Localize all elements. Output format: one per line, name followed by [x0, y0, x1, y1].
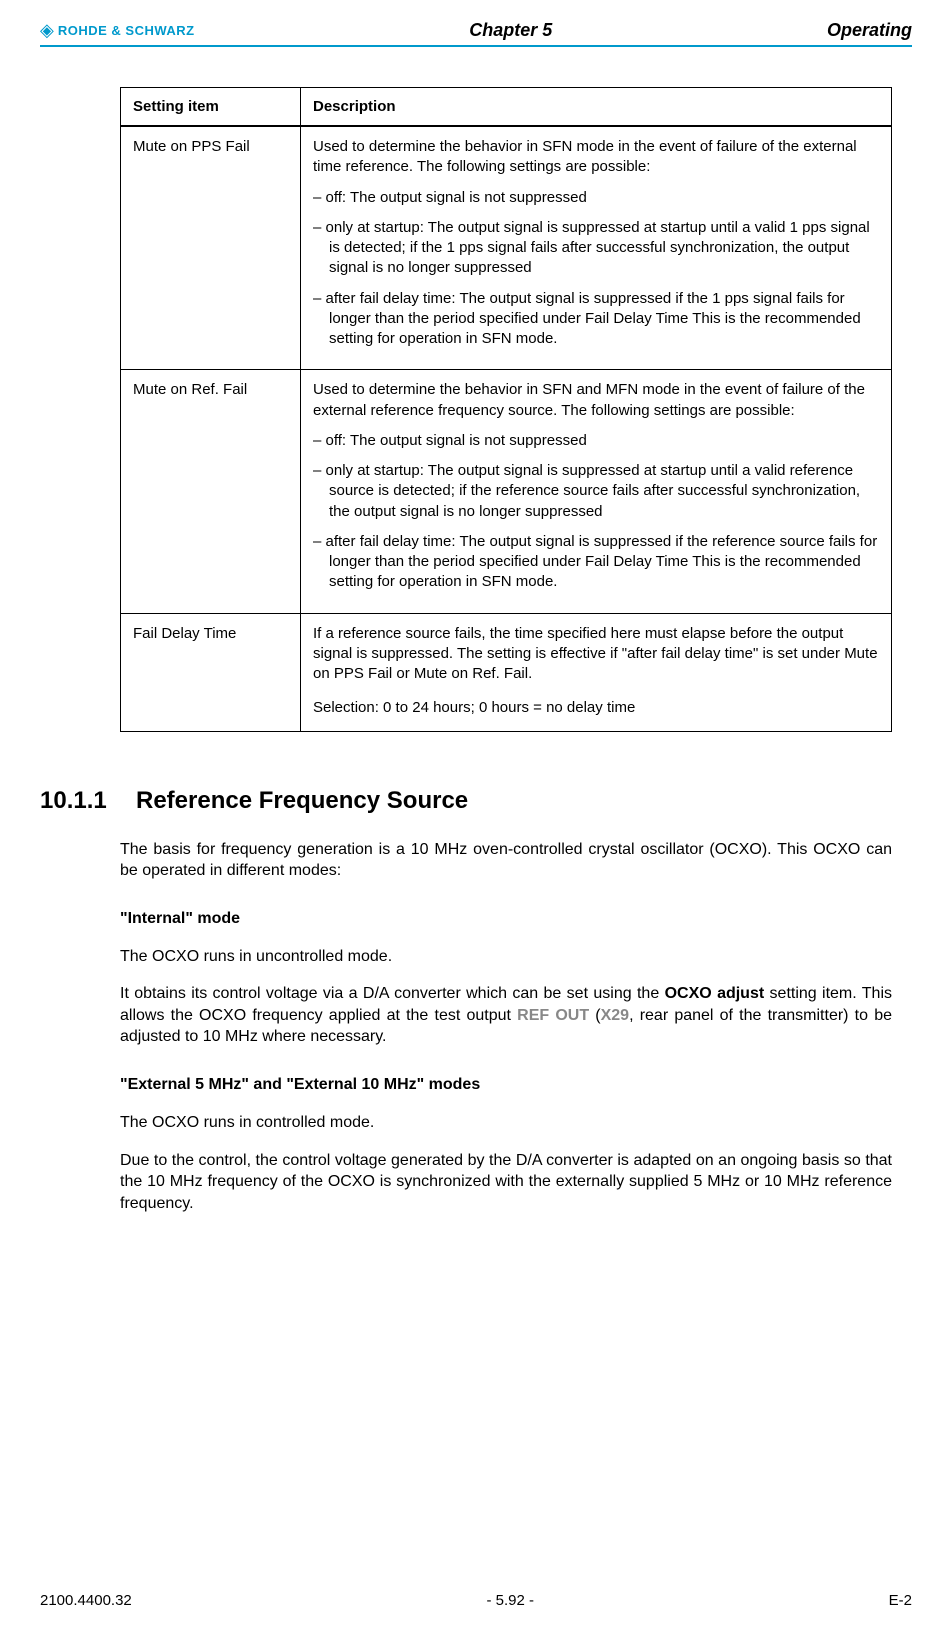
x29-label: X29 — [601, 1007, 629, 1024]
footer-right: E-2 — [889, 1592, 912, 1609]
operating-title: Operating — [827, 20, 912, 41]
ref-out-label: REF OUT — [517, 1007, 589, 1024]
section-para: Due to the control, the control voltage … — [120, 1150, 892, 1215]
brand-text: ROHDE & SCHWARZ — [58, 23, 195, 38]
table-row: Mute on PPS Fail Used to determine the b… — [121, 126, 892, 370]
section-para: The OCXO runs in uncontrolled mode. — [120, 946, 892, 968]
section-para: The basis for frequency generation is a … — [120, 839, 892, 882]
section-title: Reference Frequency Source — [136, 787, 468, 815]
content-area: Setting item Description Mute on PPS Fai… — [40, 87, 912, 732]
section-para: It obtains its control voltage via a D/A… — [120, 983, 892, 1048]
col-header-description: Description — [301, 88, 892, 127]
desc-intro: Used to determine the behavior in SFN mo… — [313, 137, 879, 178]
description-cell: If a reference source fails, the time sp… — [301, 613, 892, 731]
page-footer: 2100.4400.32 - 5.92 - E-2 — [40, 1592, 912, 1609]
desc-intro: If a reference source fails, the time sp… — [313, 624, 879, 685]
section-heading: 10.1.1 Reference Frequency Source — [40, 787, 912, 815]
section-para: The OCXO runs in controlled mode. — [120, 1112, 892, 1134]
footer-left: 2100.4400.32 — [40, 1592, 132, 1609]
table-row: Fail Delay Time If a reference source fa… — [121, 613, 892, 731]
desc-bullet: – off: The output signal is not suppress… — [313, 431, 879, 451]
chapter-title: Chapter 5 — [469, 20, 552, 41]
col-header-setting: Setting item — [121, 88, 301, 127]
subhead-internal-mode: "Internal" mode — [120, 910, 892, 928]
setting-cell: Mute on PPS Fail — [121, 126, 301, 370]
subhead-external-modes: "External 5 MHz" and "External 10 MHz" m… — [120, 1076, 892, 1094]
table-row: Mute on Ref. Fail Used to determine the … — [121, 370, 892, 613]
text-span: ( — [589, 1007, 601, 1024]
footer-center: - 5.92 - — [486, 1592, 534, 1609]
setting-cell: Fail Delay Time — [121, 613, 301, 731]
desc-selection: Selection: 0 to 24 hours; 0 hours = no d… — [313, 698, 879, 718]
ocxo-adjust-bold: OCXO adjust — [665, 985, 765, 1002]
desc-bullet: – off: The output signal is not suppress… — [313, 188, 879, 208]
section-body: The basis for frequency generation is a … — [40, 839, 912, 1215]
desc-bullet: – only at startup: The output signal is … — [313, 461, 879, 522]
description-cell: Used to determine the behavior in SFN an… — [301, 370, 892, 613]
table-header-row: Setting item Description — [121, 88, 892, 127]
section-number: 10.1.1 — [40, 787, 136, 815]
page: ◈ ROHDE & SCHWARZ Chapter 5 Operating Se… — [0, 0, 952, 1629]
text-span: It obtains its control voltage via a D/A… — [120, 985, 665, 1002]
settings-table: Setting item Description Mute on PPS Fai… — [120, 87, 892, 732]
setting-cell: Mute on Ref. Fail — [121, 370, 301, 613]
page-header: ◈ ROHDE & SCHWARZ Chapter 5 Operating — [40, 20, 912, 47]
brand-logo-area: ◈ ROHDE & SCHWARZ — [40, 20, 195, 41]
desc-bullet: – only at startup: The output signal is … — [313, 218, 879, 279]
desc-bullet: – after fail delay time: The output sign… — [313, 532, 879, 593]
brand-logo-icon: ◈ — [40, 20, 54, 41]
description-cell: Used to determine the behavior in SFN mo… — [301, 126, 892, 370]
desc-bullet: – after fail delay time: The output sign… — [313, 289, 879, 350]
desc-intro: Used to determine the behavior in SFN an… — [313, 380, 879, 421]
